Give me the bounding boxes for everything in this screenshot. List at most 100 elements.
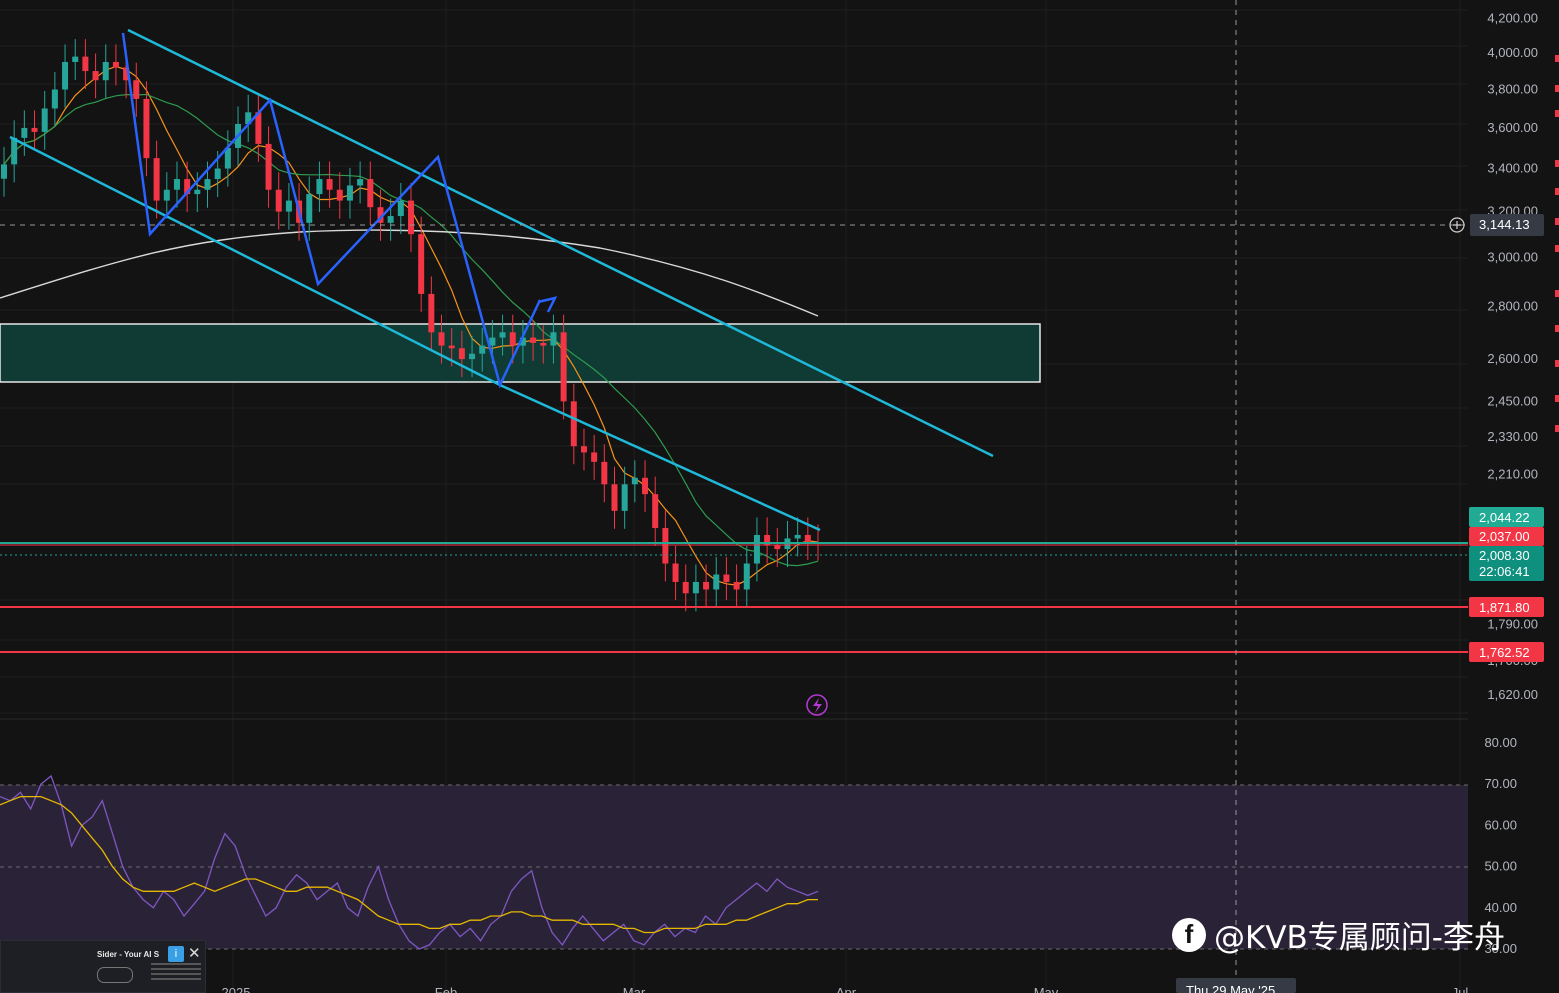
rsi-line [0, 774, 819, 950]
plus-glyph [1453, 221, 1461, 229]
crosshair-price-box [1470, 214, 1544, 236]
candle-body [570, 401, 577, 447]
candle-body [662, 527, 669, 564]
candle-body [275, 189, 282, 212]
zigzag-arrowhead [537, 296, 558, 313]
lightning-glyph [813, 698, 822, 713]
tag-red-top-text: 2,037.00 [1479, 529, 1530, 544]
tag-green-box [1469, 507, 1544, 527]
candle-body [92, 71, 99, 81]
candle-body [733, 581, 740, 590]
candle-body [255, 112, 262, 144]
crosshair-price-tag: 3,144.13 [1449, 214, 1544, 236]
candle-body [723, 574, 730, 582]
candle-body [336, 189, 343, 201]
candle-body [580, 446, 587, 453]
sider-popup[interactable]: Sider - Your AI S i ✕ [0, 940, 206, 993]
candle-body [611, 484, 618, 511]
channel-lower-line[interactable] [9, 135, 501, 387]
candle-body [713, 574, 720, 590]
candle-body [672, 563, 679, 582]
candle-body [11, 137, 18, 165]
candle-body [540, 342, 547, 346]
tag-support1-text: 1,871.80 [1479, 600, 1530, 615]
candle-body [458, 348, 465, 360]
candle-body [530, 337, 537, 343]
rsi-pane [0, 774, 819, 950]
price-axis-label: 3,000.00 [1487, 249, 1538, 264]
price-axis-label: 2,210.00 [1487, 467, 1538, 482]
info-icon[interactable]: i [168, 946, 184, 962]
price-axis-label: 2,800.00 [1487, 298, 1538, 313]
candle-body [123, 67, 130, 81]
watermark: f @KVB专属顾问-李舟 [1172, 912, 1505, 957]
candle-body [448, 345, 455, 349]
candle-body [265, 143, 272, 190]
price-axis-label: 3,600.00 [1487, 120, 1538, 135]
candle-body [1, 164, 7, 179]
candle-body [112, 62, 119, 68]
candle-body [51, 89, 58, 109]
tag-current-box [1469, 546, 1544, 581]
plus-circle-icon[interactable] [1449, 217, 1465, 233]
candle-body [367, 179, 374, 208]
candle-body [499, 332, 506, 338]
candle-body [743, 563, 750, 590]
level-tags: 2,044.22 2,037.00 2,008.30 22:06:41 1,87… [1469, 507, 1544, 662]
time-axis[interactable]: 2025 Feb Mar Apr May Jul [222, 985, 1469, 993]
candle-body [703, 581, 710, 590]
candle-body [489, 337, 496, 346]
candle-body [509, 332, 516, 346]
time-axis-label: Feb [435, 985, 457, 993]
rsi-axis[interactable]: 80.00 70.00 60.00 50.00 40.00 30.00 [1484, 735, 1517, 956]
channel-lower-line-ext[interactable] [499, 383, 821, 532]
rsi-ma-line [0, 795, 818, 934]
candle-body [519, 337, 526, 346]
price-axis-label: 3,800.00 [1487, 82, 1538, 97]
candle-body [224, 147, 231, 169]
time-axis-label: 2025 [222, 985, 251, 993]
candle-body [41, 108, 48, 132]
candle-body [204, 179, 211, 190]
rsi-axis-label: 30.00 [1484, 941, 1517, 956]
candle-body [153, 158, 160, 201]
sider-text-lines [151, 963, 201, 983]
candle-body [194, 189, 201, 195]
alert-lightning-icon[interactable] [806, 694, 828, 716]
close-icon[interactable]: ✕ [188, 945, 201, 962]
candle-body [621, 484, 628, 511]
candle-body [408, 200, 414, 235]
sider-title: Sider - Your AI S [97, 950, 160, 959]
crosshair-price-text: 3,144.13 [1479, 217, 1530, 232]
tag-red-top-box [1469, 527, 1544, 546]
candle-body [285, 200, 292, 212]
channel-upper-line[interactable] [127, 28, 994, 458]
candle-body [753, 534, 760, 564]
supply-zone[interactable] [0, 323, 1041, 383]
time-axis-label: May [1034, 985, 1059, 993]
rsi-axis-label: 50.00 [1484, 859, 1517, 874]
ma-white-line [0, 229, 819, 317]
price-axis-label: 1,620.00 [1487, 687, 1538, 702]
tag-green-text: 2,044.22 [1479, 510, 1530, 525]
candle-body [764, 534, 771, 546]
crosshair-time-box [1176, 978, 1296, 993]
tag-countdown-text: 22:06:41 [1479, 564, 1530, 579]
zigzag-wave[interactable] [121, 32, 542, 389]
tag-current-text: 2,008.30 [1479, 548, 1530, 563]
candle-body [774, 545, 781, 550]
candle-body [601, 461, 608, 485]
candle-body [377, 207, 384, 223]
rsi-axis-label: 80.00 [1484, 735, 1517, 750]
candle-body [387, 216, 394, 223]
candle-body [631, 477, 638, 485]
candle-body [357, 179, 364, 186]
candle-body [550, 332, 557, 346]
price-axis-label: 2,450.00 [1487, 393, 1538, 408]
candle-body [316, 179, 323, 195]
price-axis-label: 2,600.00 [1487, 351, 1538, 366]
candle-body [804, 534, 811, 542]
time-axis-label: Apr [836, 985, 857, 993]
sider-badge [97, 967, 133, 983]
